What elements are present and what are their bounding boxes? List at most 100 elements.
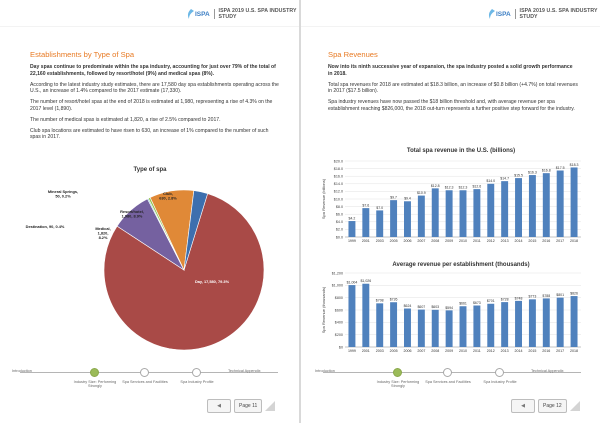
nav-intro-link[interactable]: Introduction [12,369,32,373]
ispa-logo: ISPA [487,9,511,19]
logo-text: ISPA [195,10,210,18]
x-tick-label: 2013 [501,239,509,243]
bar [404,201,411,237]
ispa-logo-icon [488,9,495,19]
nav-label[interactable]: Spa Services and Facilities [425,380,471,384]
x-tick-label: 2011 [473,349,481,353]
x-tick-label: 2008 [431,239,439,243]
nav-label[interactable]: Industry Size: Performing Strongly [376,380,420,389]
bar [445,190,453,237]
x-tick-label: 2012 [487,239,495,243]
ispa-logo: ISPA [186,9,210,19]
x-tick-label: 1999 [348,349,356,353]
prev-page-button[interactable]: ◀ [207,399,231,413]
bar [501,302,509,347]
bar [515,178,522,237]
data-label: $801 [556,293,564,297]
left-page: ISPA ISPA 2019 U.S. SPA INDUSTRY STUDY E… [0,0,299,423]
y-tick-label: $0.0 [336,235,343,239]
nav-intro-link[interactable]: Introduction [315,369,335,373]
x-tick-label: 2005 [390,239,398,243]
x-tick-label: 2014 [515,349,523,353]
nav-dot-spa-services[interactable] [443,368,452,377]
bar [376,303,384,347]
pie-slice [183,190,209,271]
y-axis-title: Spa Revenue (thousands) [321,286,326,333]
data-label: $12.3 [459,186,468,190]
prev-page-button[interactable]: ◀ [511,399,535,413]
y-tick-label: $200 [335,333,343,337]
y-tick-label: $400 [335,321,343,325]
nav-dot-spa-profile[interactable] [495,368,504,377]
nav-label[interactable]: Spa Industry Profile [483,380,517,384]
bar [348,285,356,347]
x-tick-label: 2007 [417,349,425,353]
nav-appendix-link[interactable]: Technical Appendix [531,369,564,373]
page-curl-icon[interactable] [569,401,580,411]
bar [459,190,467,237]
page-footer: ◀ Page 12 [511,398,580,414]
header: ISPA ISPA 2019 U.S. SPA INDUSTRY STUDY [186,4,299,24]
bar [431,188,439,237]
y-axis-title: Spa Revenue (billions) [321,178,326,219]
bar [404,308,411,347]
page-curl-icon[interactable] [265,401,276,411]
paragraph: The number of medical spas is estimated … [30,116,221,123]
paragraph: Club spa locations are estimated to have… [30,127,269,141]
bar [528,175,536,237]
nav-appendix-link[interactable]: Technical Appendix [228,369,261,373]
x-tick-label: 2008 [431,349,439,353]
nav-label[interactable]: Spa Industry Profile [180,380,214,384]
x-tick-label: 2006 [403,239,411,243]
data-label: $14.7 [500,177,509,181]
bar [487,183,495,237]
data-label: $7.6 [362,204,369,208]
y-tick-label: $14.0 [334,182,343,186]
bar [348,221,356,237]
x-tick-label: 2018 [570,349,578,353]
y-tick-label: $800 [335,296,343,300]
data-label: $17.5 [556,166,565,170]
x-tick-label: 2018 [570,239,578,243]
pie-label: Mineral Springs, 50, 0.2% [48,189,78,199]
x-tick-label: 2016 [542,349,550,353]
nav-dot-spa-services[interactable] [140,368,149,377]
data-label: $728 [501,298,509,302]
data-label: $773 [529,295,537,299]
data-label: $18.3 [570,163,579,167]
nav-dot-spa-profile[interactable] [192,368,201,377]
data-label: $1,004 [347,280,358,284]
pie-slice [103,193,265,351]
data-label: $12.6 [472,185,481,189]
nav-label[interactable]: Industry Size: Performing Strongly [73,380,117,389]
x-tick-label: 2014 [515,239,523,243]
x-tick-label: 2010 [459,239,467,243]
data-label: $708 [376,299,384,303]
bar [528,299,536,347]
data-label: $726 [390,298,398,302]
pie-label: Destination, 90, 0.4% [26,224,65,229]
page-footer: ◀ Page 11 [207,398,276,414]
bar [556,297,564,347]
data-label: $673 [473,301,481,305]
data-label: $4.2 [349,216,356,220]
bar [417,195,425,237]
section-body: Now into its ninth successive year of ex… [328,64,578,117]
y-tick-label: $6.0 [336,213,343,217]
y-tick-label: $0 [339,345,343,349]
pie-label: Medical, 1,820, 8.2% [95,226,110,240]
nav-dot-industry-size[interactable] [393,368,402,377]
data-label: $16.3 [528,170,537,174]
y-tick-label: $8.0 [336,205,343,209]
bar [459,306,467,347]
data-label: $607 [417,305,425,309]
data-label: $661 [459,302,467,306]
bar [445,310,453,347]
section-heading: Establishments by Type of Spa [30,50,135,59]
bar [501,181,509,237]
nav-label[interactable]: Spa Services and Facilities [122,380,168,384]
avg-revenue-chart-title: Average revenue per establishment (thous… [392,262,530,268]
data-label: $594 [445,306,453,310]
paragraph: The number of resort/hotel spas at the e… [30,99,273,112]
nav-dot-industry-size[interactable] [90,368,99,377]
